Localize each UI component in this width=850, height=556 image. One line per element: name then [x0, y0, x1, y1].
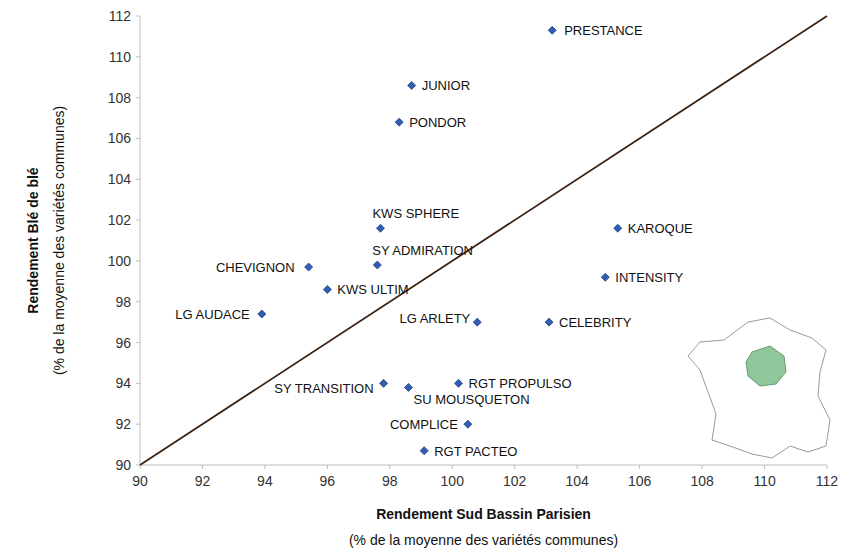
x-tick-label: 110	[753, 473, 776, 489]
y-tick	[136, 56, 140, 57]
y-axis-subtitle: (% de la moyenne des variétés communes)	[51, 106, 67, 375]
point	[455, 379, 463, 387]
point-label: LG AUDACE	[175, 307, 250, 322]
x-tick	[639, 465, 640, 469]
y-tick-label: 100	[108, 253, 132, 269]
inset-map	[688, 318, 830, 458]
point-label: SY ADMIRATION	[372, 243, 473, 258]
x-tick	[702, 465, 703, 469]
point	[601, 273, 609, 281]
x-axis-line	[140, 465, 827, 466]
point-label: KAROQUE	[628, 221, 693, 236]
point-label: SY TRANSITION	[274, 381, 373, 396]
map-outline	[688, 318, 830, 458]
x-tick-label: 104	[566, 473, 590, 489]
x-tick	[577, 465, 578, 469]
y-tick	[136, 138, 140, 139]
y-tick	[136, 301, 140, 302]
point	[258, 310, 266, 318]
x-tick	[452, 465, 453, 469]
x-tick-label: 92	[195, 473, 211, 489]
x-tick-label: 106	[628, 473, 652, 489]
y-tick-label: 96	[115, 335, 131, 351]
point-label: KWS SPHERE	[372, 206, 459, 221]
point-label: COMPLICE	[390, 417, 458, 432]
x-tick	[327, 465, 328, 469]
y-tick-label: 92	[115, 416, 131, 432]
y-tick	[136, 97, 140, 98]
point	[323, 285, 331, 293]
point	[420, 447, 428, 455]
y-tick	[136, 220, 140, 221]
y-tick-label: 98	[115, 294, 131, 310]
point	[395, 118, 403, 126]
x-axis-subtitle: (% de la moyenne des variétés communes)	[349, 532, 618, 548]
background	[0, 0, 850, 556]
y-axis-title: Rendement Blé de blé	[25, 167, 41, 313]
y-tick-label: 104	[108, 171, 132, 187]
y-tick	[136, 179, 140, 180]
y-tick-label: 110	[109, 49, 132, 65]
point-label: LG ARLETY	[399, 311, 470, 326]
x-tick-label: 94	[257, 473, 273, 489]
y-tick	[136, 465, 140, 466]
x-tick	[514, 465, 515, 469]
y-tick	[136, 424, 140, 425]
x-tick	[389, 465, 390, 469]
x-tick-label: 108	[690, 473, 714, 489]
x-tick	[140, 465, 141, 469]
point-label: SU MOUSQUETON	[414, 392, 530, 407]
y-tick	[136, 260, 140, 261]
point	[548, 26, 556, 34]
x-tick	[202, 465, 203, 469]
point	[305, 263, 313, 271]
point	[473, 318, 481, 326]
point-label: JUNIOR	[422, 78, 470, 93]
x-tick-label: 98	[382, 473, 398, 489]
reference-line	[140, 16, 827, 465]
point-label: CHEVIGNON	[216, 260, 295, 275]
y-axis-line	[140, 16, 141, 465]
point-label: PRESTANCE	[564, 23, 643, 38]
x-tick-label: 100	[441, 473, 465, 489]
y-tick	[136, 383, 140, 384]
x-tick-label: 96	[320, 473, 336, 489]
x-axis-title: Rendement Sud Bassin Parisien	[376, 506, 591, 522]
y-tick	[136, 16, 140, 17]
point-label: PONDOR	[409, 115, 466, 130]
x-tick	[264, 465, 265, 469]
chart-container: 90 92 94 96 98 100 102 104 106 108 110 112 90 92 94 96 9…	[0, 0, 850, 556]
point	[405, 383, 413, 391]
plot-area	[140, 16, 827, 465]
x-tick-label: 90	[132, 473, 148, 489]
x-tick	[764, 465, 765, 469]
x-tick-label: 112	[816, 473, 839, 489]
point	[464, 420, 472, 428]
point	[614, 224, 622, 232]
chart: 90 92 94 96 98 100 102 104 106 108 110 112 90 92 94 96 9…	[0, 0, 850, 556]
point-label: KWS ULTIM	[337, 282, 408, 297]
point	[408, 81, 416, 89]
y-tick	[136, 342, 140, 343]
y-tick-label: 90	[115, 457, 131, 473]
y-tick-label: 112	[109, 8, 132, 24]
y-tick-label: 106	[108, 130, 132, 146]
x-tick	[827, 465, 828, 469]
point	[376, 224, 384, 232]
point-label: INTENSITY	[615, 270, 683, 285]
point-label: RGT PACTEO	[434, 444, 517, 459]
y-tick-label: 94	[115, 375, 131, 391]
y-tick-label: 108	[108, 90, 132, 106]
point-label: CELEBRITY	[559, 315, 632, 330]
point	[380, 379, 388, 387]
x-tick-label: 102	[503, 473, 527, 489]
point	[545, 318, 553, 326]
y-tick-label: 102	[108, 212, 132, 228]
map-region	[746, 346, 786, 386]
point	[373, 261, 381, 269]
point-label: RGT PROPULSO	[469, 376, 572, 391]
